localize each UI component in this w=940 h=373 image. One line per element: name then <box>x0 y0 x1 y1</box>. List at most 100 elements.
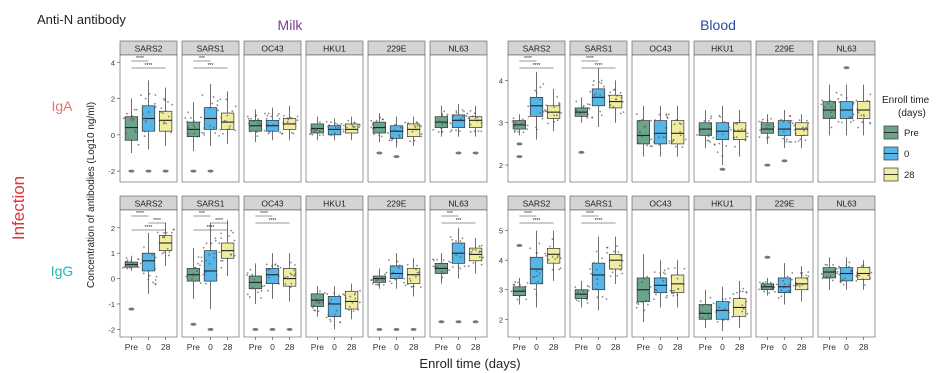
sample-point <box>860 265 863 268</box>
sample-point <box>579 112 581 115</box>
y-tick-label: 3 <box>499 286 503 295</box>
sample-point <box>511 120 514 123</box>
sample-point <box>699 311 702 314</box>
sample-point <box>835 91 838 94</box>
sample-point <box>455 254 458 256</box>
sample-point <box>665 113 668 116</box>
sample-point <box>770 117 773 120</box>
sample-point <box>123 266 126 268</box>
y-tick-label: 2 <box>111 95 115 104</box>
sample-point <box>671 292 673 295</box>
sample-point <box>314 309 317 312</box>
panel-strip-label: SARS1 <box>585 44 613 54</box>
sample-point <box>284 283 287 286</box>
sample-point <box>734 145 736 148</box>
sample-point <box>290 131 293 134</box>
sample-point <box>721 155 724 158</box>
y-tick-label: 0 <box>111 275 115 284</box>
sample-point <box>760 120 763 123</box>
sample-point <box>154 282 157 285</box>
sample-point <box>147 111 150 113</box>
sample-point <box>377 284 380 286</box>
sample-point <box>683 267 686 270</box>
sample-point <box>343 294 346 297</box>
sample-point <box>197 256 200 258</box>
significance-label: **** <box>215 218 223 224</box>
sample-point <box>857 111 860 114</box>
sample-point <box>442 272 445 275</box>
sample-point <box>619 91 622 94</box>
sample-point <box>774 290 776 293</box>
sample-point <box>586 302 589 304</box>
sample-point <box>154 267 157 270</box>
sample-point <box>211 102 214 105</box>
sample-point <box>664 126 667 129</box>
sample-point <box>669 289 672 292</box>
sample-point <box>202 132 205 134</box>
sample-point <box>222 132 224 135</box>
sample-point <box>144 130 146 133</box>
sample-point <box>277 275 280 277</box>
sample-point <box>449 236 452 239</box>
sample-point <box>535 293 538 296</box>
box <box>124 116 139 141</box>
sample-point <box>459 118 462 120</box>
sample-point <box>388 139 391 142</box>
sample-point <box>736 121 739 124</box>
sample-point <box>533 275 536 278</box>
sample-point <box>290 282 293 285</box>
sample-point <box>272 123 275 126</box>
sample-point <box>668 140 671 142</box>
sample-point <box>351 301 354 304</box>
sample-point <box>620 96 623 99</box>
x-tick-label: 0 <box>208 342 213 352</box>
sample-point <box>529 247 532 250</box>
sample-point <box>171 103 173 106</box>
sample-point <box>271 265 273 267</box>
sample-point <box>585 111 588 114</box>
x-tick-label: Pre <box>513 342 527 352</box>
sample-point <box>653 271 656 274</box>
y-tick-label: 4 <box>499 256 503 265</box>
sample-point <box>824 106 827 108</box>
sample-point <box>592 84 595 87</box>
sample-point <box>527 115 530 118</box>
sample-point <box>293 269 296 272</box>
box <box>141 252 156 272</box>
sample-point <box>378 134 380 137</box>
x-tick-label: 28 <box>673 342 683 352</box>
panel-strip-label: SARS2 <box>135 44 163 54</box>
sample-point <box>829 99 831 102</box>
significance-label: **** <box>524 211 532 217</box>
sample-point <box>746 312 749 315</box>
sample-point <box>713 143 716 146</box>
sample-point <box>415 264 418 267</box>
sample-point <box>848 261 851 264</box>
sample-point <box>379 116 382 119</box>
sample-point <box>383 125 386 128</box>
sample-point <box>526 124 529 127</box>
box <box>670 120 685 145</box>
sample-point <box>160 111 162 113</box>
sample-point <box>821 277 824 280</box>
outlier-point <box>578 150 585 154</box>
sample-point <box>549 245 551 248</box>
sample-point <box>638 120 641 123</box>
sample-point <box>861 278 864 281</box>
sample-point <box>187 132 190 135</box>
sample-point <box>520 122 523 125</box>
sample-point <box>246 274 248 277</box>
sample-point <box>328 301 331 304</box>
sample-point <box>375 283 377 286</box>
sample-point <box>714 311 717 313</box>
sample-point <box>168 251 171 253</box>
sample-point <box>166 247 169 250</box>
sample-point <box>830 111 833 114</box>
sample-point <box>650 138 653 141</box>
sample-point <box>830 126 833 129</box>
sample-point <box>780 289 783 292</box>
sample-point <box>545 110 548 113</box>
sample-point <box>673 289 676 292</box>
sample-point <box>542 110 545 113</box>
sample-point <box>212 126 215 129</box>
